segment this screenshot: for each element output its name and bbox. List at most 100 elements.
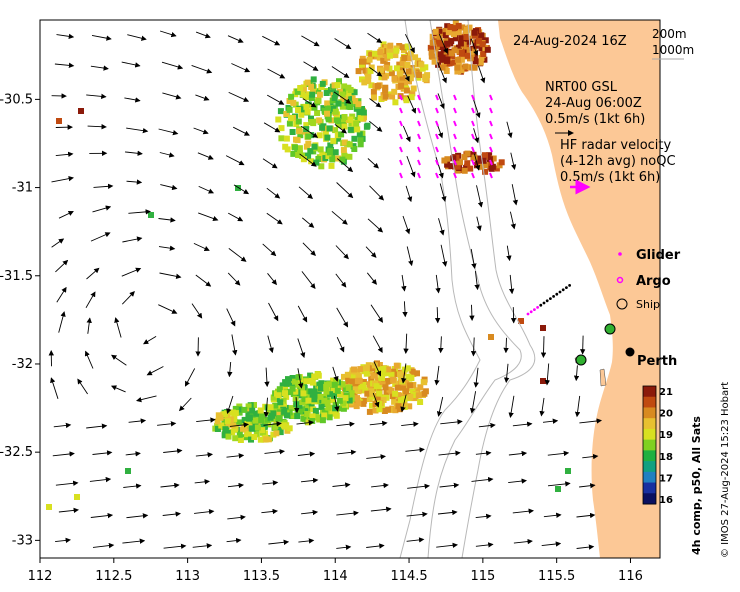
glider-position: [526, 312, 530, 316]
current-arrow: [302, 217, 315, 228]
sst-pixel: [327, 142, 334, 149]
current-arrow: [400, 394, 407, 413]
contour-inner: [461, 20, 536, 558]
sst-pixel: [214, 418, 221, 425]
sst-pixel: [267, 414, 274, 421]
current-arrow: [511, 184, 518, 206]
current-arrow: [53, 422, 72, 429]
sst-pixel: [310, 76, 317, 83]
sst-pixel: [424, 72, 431, 79]
current-arrow: [51, 175, 74, 183]
sst-pixel: [286, 425, 293, 432]
current-arrow: [226, 453, 245, 459]
sst-pixel: [236, 409, 243, 416]
sst-pixel: [298, 111, 305, 118]
current-arrow: [303, 61, 319, 71]
hf-radar-arrow: [489, 120, 493, 127]
sst-pixel: [305, 152, 312, 159]
current-arrow: [128, 209, 151, 215]
sst-pixel: [326, 149, 333, 156]
current-arrow: [510, 152, 517, 170]
ship-marker-north[interactable]: [604, 323, 616, 335]
sst-layer: [46, 20, 571, 510]
sst-pixel: [326, 125, 333, 132]
sst-pixel: [465, 38, 471, 45]
sst-pixel: [282, 390, 288, 397]
hf-radar-arrow: [489, 94, 493, 101]
sst-pixel: [235, 185, 241, 191]
sst-pixel: [422, 64, 429, 71]
current-arrow: [84, 350, 94, 369]
sst-pixel: [351, 146, 358, 152]
current-arrow: [55, 151, 74, 158]
sst-pixel: [330, 397, 336, 404]
sst-pixel: [252, 417, 259, 424]
ship-marker-rottnest[interactable]: [575, 354, 587, 366]
current-arrow: [184, 368, 196, 387]
sst-pixel: [294, 137, 301, 144]
sst-pixel: [271, 416, 277, 423]
y-tick-label: -30.5: [0, 92, 33, 107]
current-arrow: [333, 395, 340, 412]
sst-pixel: [444, 40, 451, 47]
sst-pixel: [376, 54, 383, 61]
sst-pixel: [347, 104, 354, 110]
current-arrow: [225, 155, 245, 166]
current-arrow: [402, 68, 410, 82]
hf-radar-arrow: [453, 172, 457, 179]
sst-pixel: [361, 397, 368, 404]
sst-pixel: [304, 411, 311, 417]
current-arrow: [267, 273, 277, 286]
current-arrow: [336, 421, 355, 427]
current-arrow: [367, 158, 379, 169]
sst-pixel: [361, 79, 368, 86]
sst-pixel: [308, 95, 315, 101]
sst-pixel: [376, 406, 383, 413]
sst-pixel: [326, 409, 332, 416]
sst-pixel: [451, 31, 457, 38]
land-western-australia: [498, 20, 660, 558]
current-arrow: [161, 61, 184, 70]
current-arrow: [58, 311, 66, 333]
current-arrow: [513, 538, 533, 545]
sst-pixel: [441, 157, 448, 164]
hf-radar-arrows: [399, 94, 493, 179]
sst-pixel: [387, 52, 393, 59]
y-tick-label: -32: [12, 357, 33, 372]
sst-pixel: [436, 28, 443, 35]
sst-pixel: [319, 124, 326, 131]
x-tick-label: 112.5: [95, 569, 132, 584]
sst-pixel: [230, 422, 237, 429]
current-arrow: [163, 543, 187, 549]
sst-pixel: [316, 381, 323, 388]
sst-pixel: [395, 403, 402, 410]
hf-radar-arrow: [399, 172, 403, 179]
sst-pixel: [284, 412, 290, 419]
sst-pixel: [452, 35, 459, 42]
sst-pixel: [239, 426, 246, 433]
current-arrow: [436, 396, 444, 417]
current-arrow: [435, 274, 441, 294]
hf-radar-arrow: [399, 159, 403, 166]
sst-pixel: [458, 67, 465, 74]
current-arrow: [540, 336, 547, 358]
sst-pixel: [366, 56, 373, 63]
current-arrow: [121, 61, 141, 68]
sst-pixel: [392, 407, 399, 414]
current-arrow: [366, 454, 386, 460]
current-arrow: [542, 418, 559, 424]
sst-pixel: [376, 400, 383, 407]
sst-pixel: [311, 373, 318, 380]
colorbar-segment: [643, 386, 656, 398]
current-arrow: [191, 64, 213, 74]
bathymetry-contours: [399, 20, 536, 558]
hf-averaging: (4-12h avg) noQC: [560, 154, 676, 169]
current-arrow: [56, 33, 75, 40]
sst-pixel: [259, 427, 266, 434]
sst-pixel: [453, 154, 460, 161]
current-arrow: [121, 291, 135, 305]
current-arrow: [469, 391, 477, 414]
y-tick-label: -32.5: [0, 445, 33, 460]
sst-pixel: [295, 152, 302, 158]
sst-pixel: [275, 116, 282, 123]
